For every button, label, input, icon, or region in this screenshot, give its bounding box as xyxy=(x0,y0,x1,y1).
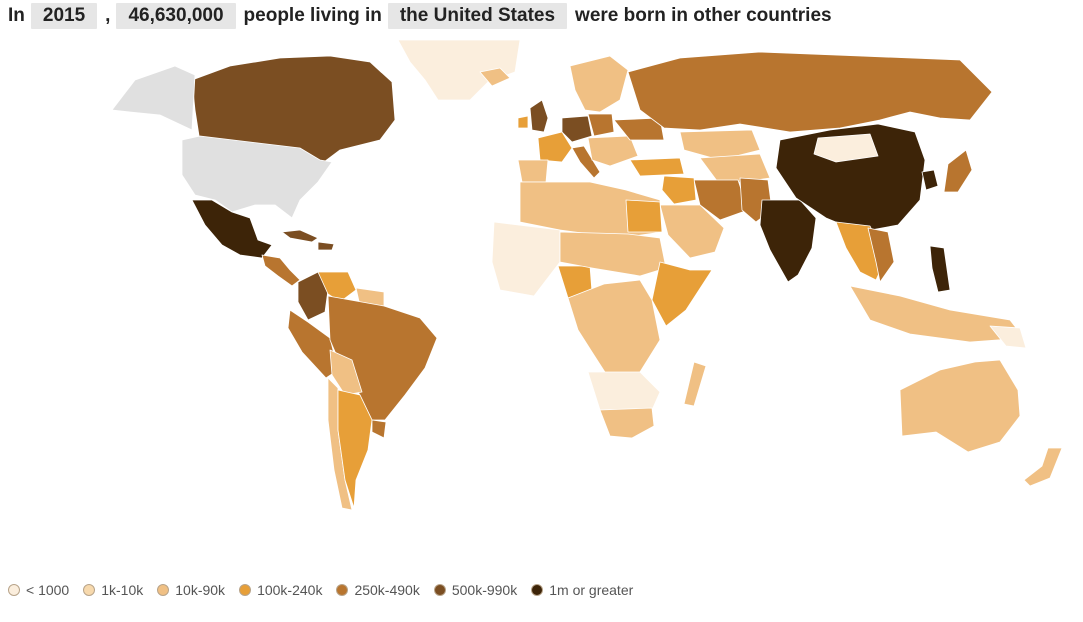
region-saudi-arabia[interactable] xyxy=(659,204,725,259)
region-southern-africa[interactable] xyxy=(587,371,661,413)
region-argentina[interactable] xyxy=(337,389,373,509)
region-central-america[interactable] xyxy=(261,254,301,287)
region-indonesia[interactable] xyxy=(849,285,1025,343)
region-germany[interactable] xyxy=(561,115,593,143)
region-china[interactable] xyxy=(775,123,926,233)
legend-item: 10k-90k xyxy=(157,582,225,598)
legend-item: < 1000 xyxy=(8,582,69,598)
legend-swatch xyxy=(239,584,252,596)
legend-label: < 1000 xyxy=(26,582,70,598)
legend-label: 100k-240k xyxy=(257,582,323,598)
region-central-asia[interactable] xyxy=(699,153,771,186)
year-selector[interactable]: 2015 xyxy=(30,3,98,29)
region-central-africa[interactable] xyxy=(567,279,661,381)
world-map xyxy=(111,39,1063,511)
legend-swatch xyxy=(433,584,446,596)
region-vietnam[interactable] xyxy=(867,227,895,283)
region-poland[interactable] xyxy=(587,113,615,137)
legend-swatch xyxy=(8,584,20,596)
legend-swatch xyxy=(336,584,349,596)
region-iceland[interactable] xyxy=(479,67,511,87)
region-south-africa[interactable] xyxy=(599,407,655,439)
region-mongolia[interactable] xyxy=(813,133,879,163)
region-uruguay[interactable] xyxy=(371,419,387,439)
region-balkans[interactable] xyxy=(587,135,639,167)
region-turkey[interactable] xyxy=(629,157,685,177)
headline-comma: , xyxy=(105,5,111,26)
region-iraq-syria[interactable] xyxy=(661,175,697,205)
region-horn-of-africa[interactable] xyxy=(651,261,713,327)
region-madagascar[interactable] xyxy=(683,361,707,407)
region-west-africa[interactable] xyxy=(491,221,561,297)
headline-suffix: were born in other countries xyxy=(575,5,832,26)
region-sahel[interactable] xyxy=(559,231,667,277)
region-japan[interactable] xyxy=(943,149,973,193)
headline: In 2015 , 46,630,000 people living in th… xyxy=(8,2,838,30)
legend-label: 250k-490k xyxy=(354,582,420,598)
region-australia[interactable] xyxy=(899,359,1021,453)
region-mexico[interactable] xyxy=(191,199,273,259)
legend-label: 1m or greater xyxy=(549,582,634,598)
region-cuba[interactable] xyxy=(281,229,319,243)
region-ukraine[interactable] xyxy=(613,117,665,141)
region-iran[interactable] xyxy=(693,179,749,221)
legend-item: 1m or greater xyxy=(531,582,633,598)
country-selector[interactable]: the United States xyxy=(387,3,568,29)
region-france[interactable] xyxy=(537,131,573,163)
legend-swatch xyxy=(157,584,170,596)
headline-prefix: In xyxy=(8,5,25,26)
legend-swatch xyxy=(83,584,96,596)
legend-label: 10k-90k xyxy=(175,582,226,598)
legend-item: 100k-240k xyxy=(239,582,322,598)
region-alaska[interactable] xyxy=(111,65,196,131)
region-italy[interactable] xyxy=(571,145,601,179)
region-new-zealand[interactable] xyxy=(1023,447,1063,487)
region-philippines[interactable] xyxy=(929,245,951,293)
legend-label: 500k-990k xyxy=(451,582,518,598)
legend-item: 500k-990k xyxy=(433,582,518,598)
legend-swatch xyxy=(531,584,544,596)
region-united-kingdom[interactable] xyxy=(529,99,549,133)
migrant-count: 46,630,000 xyxy=(116,3,236,29)
region-korea[interactable] xyxy=(921,169,939,191)
region-venezuela[interactable] xyxy=(317,271,357,303)
region-scandinavia[interactable] xyxy=(569,55,629,113)
region-greenland[interactable] xyxy=(397,39,521,101)
region-ireland[interactable] xyxy=(517,115,529,129)
legend-label: 1k-10k xyxy=(101,582,144,598)
legend-item: 250k-490k xyxy=(336,582,420,598)
region-united-states[interactable] xyxy=(181,135,333,219)
region-papua[interactable] xyxy=(989,325,1027,349)
region-spain-portugal[interactable] xyxy=(517,159,549,183)
region-egypt[interactable] xyxy=(625,199,663,233)
region-russia[interactable] xyxy=(627,51,993,133)
region-hispaniola[interactable] xyxy=(317,241,335,251)
legend: < 1000 1k-10k 10k-90k 100k-240k 250k-490… xyxy=(8,582,647,598)
headline-middle: people living in xyxy=(243,5,382,26)
legend-item: 1k-10k xyxy=(83,582,143,598)
region-india[interactable] xyxy=(759,199,817,283)
